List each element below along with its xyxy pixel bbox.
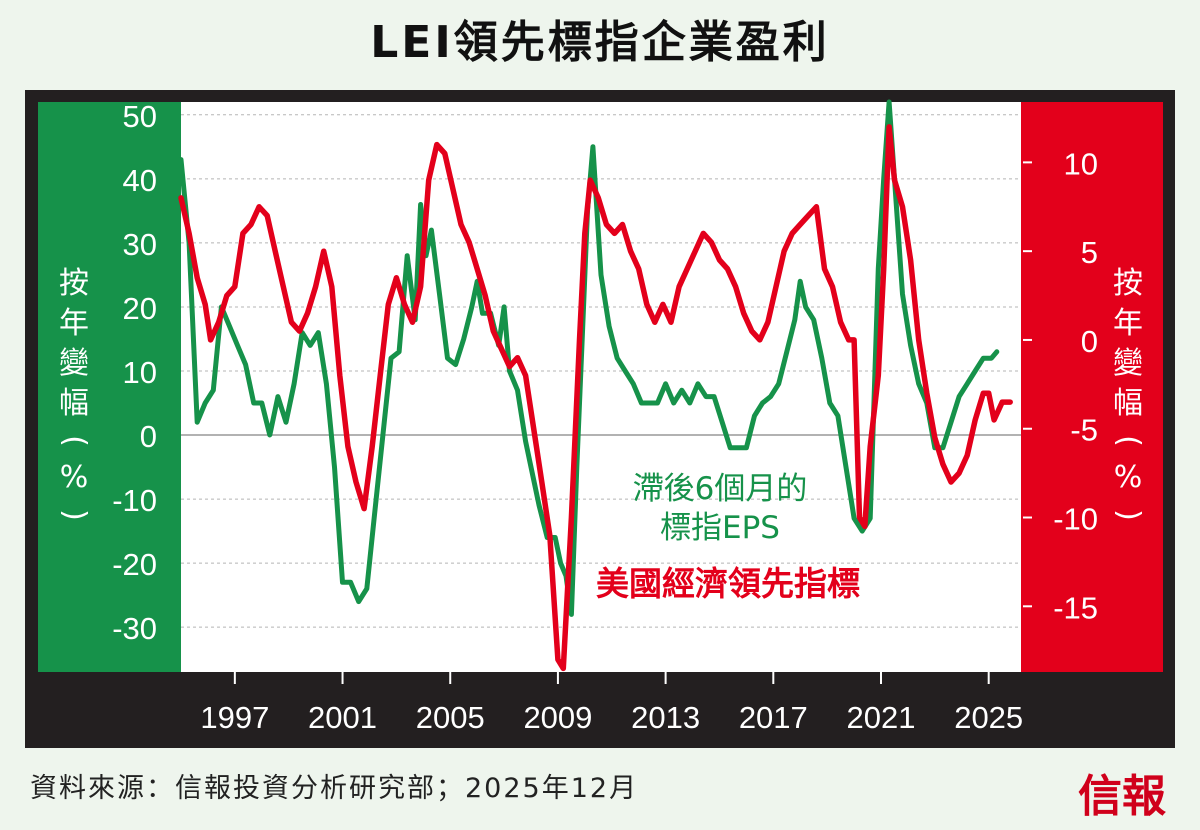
- left-axis-band: [38, 102, 181, 672]
- left-tick-label: -20: [112, 547, 157, 582]
- right-tick-label: 0: [1081, 324, 1098, 359]
- x-tick-label: 1997: [200, 700, 269, 735]
- eps-series-label: 標指EPS: [660, 510, 780, 546]
- left-tick-label: 50: [123, 99, 157, 134]
- left-tick-label: 10: [123, 355, 157, 390]
- left-tick-label: -10: [112, 483, 157, 518]
- left-tick-label: 0: [140, 419, 157, 454]
- right-tick-label: 10: [1064, 146, 1098, 181]
- lei-series-label: 美國經濟領先指標: [596, 564, 860, 603]
- right-axis-title-char: 變: [1113, 346, 1143, 381]
- left-axis-title-char: 按: [59, 266, 89, 301]
- x-tick-label: 2021: [847, 700, 916, 735]
- left-tick-label: 30: [123, 227, 157, 262]
- x-tick-label: 2005: [416, 700, 485, 735]
- eps-series-label: 滯後6個月的: [633, 471, 808, 507]
- right-tick-label: -10: [1053, 502, 1098, 537]
- x-tick-label: 2017: [739, 700, 808, 735]
- x-tick-label: 2025: [954, 700, 1023, 735]
- left-axis-title-char: %: [59, 460, 89, 495]
- x-tick-label: 2001: [308, 700, 377, 735]
- left-tick-label: -30: [112, 611, 157, 646]
- left-axis-title: 按年變幅(%): [54, 264, 94, 532]
- right-tick-label: -15: [1053, 590, 1098, 625]
- x-tick-label: 2009: [523, 700, 592, 735]
- lei-series-line: [178, 124, 1013, 672]
- x-tick-label: 2013: [631, 700, 700, 735]
- right-axis-title-char: 按: [1113, 266, 1143, 301]
- right-axis-title-char: %: [1113, 460, 1143, 495]
- chart-title: LEI領先標指企業盈利: [370, 17, 830, 68]
- right-tick-label: -5: [1070, 413, 1098, 448]
- brand-logo: 信報: [1078, 771, 1166, 822]
- right-axis-band: [1021, 102, 1163, 672]
- right-axis-title-char: 幅: [1113, 386, 1143, 421]
- right-axis-title: 按年變幅(%): [1108, 264, 1148, 532]
- left-axis-title-char: 幅: [59, 386, 89, 421]
- left-axis-title-char: 變: [59, 346, 89, 381]
- left-axis-title-char: 年: [59, 306, 89, 341]
- left-tick-label: 40: [123, 163, 157, 198]
- source-note: 資料來源：信報投資分析研究部；2025年12月: [30, 773, 639, 804]
- left-tick-label: 20: [123, 291, 157, 326]
- right-tick-label: 5: [1081, 235, 1098, 270]
- right-axis-title-char: 年: [1113, 306, 1143, 341]
